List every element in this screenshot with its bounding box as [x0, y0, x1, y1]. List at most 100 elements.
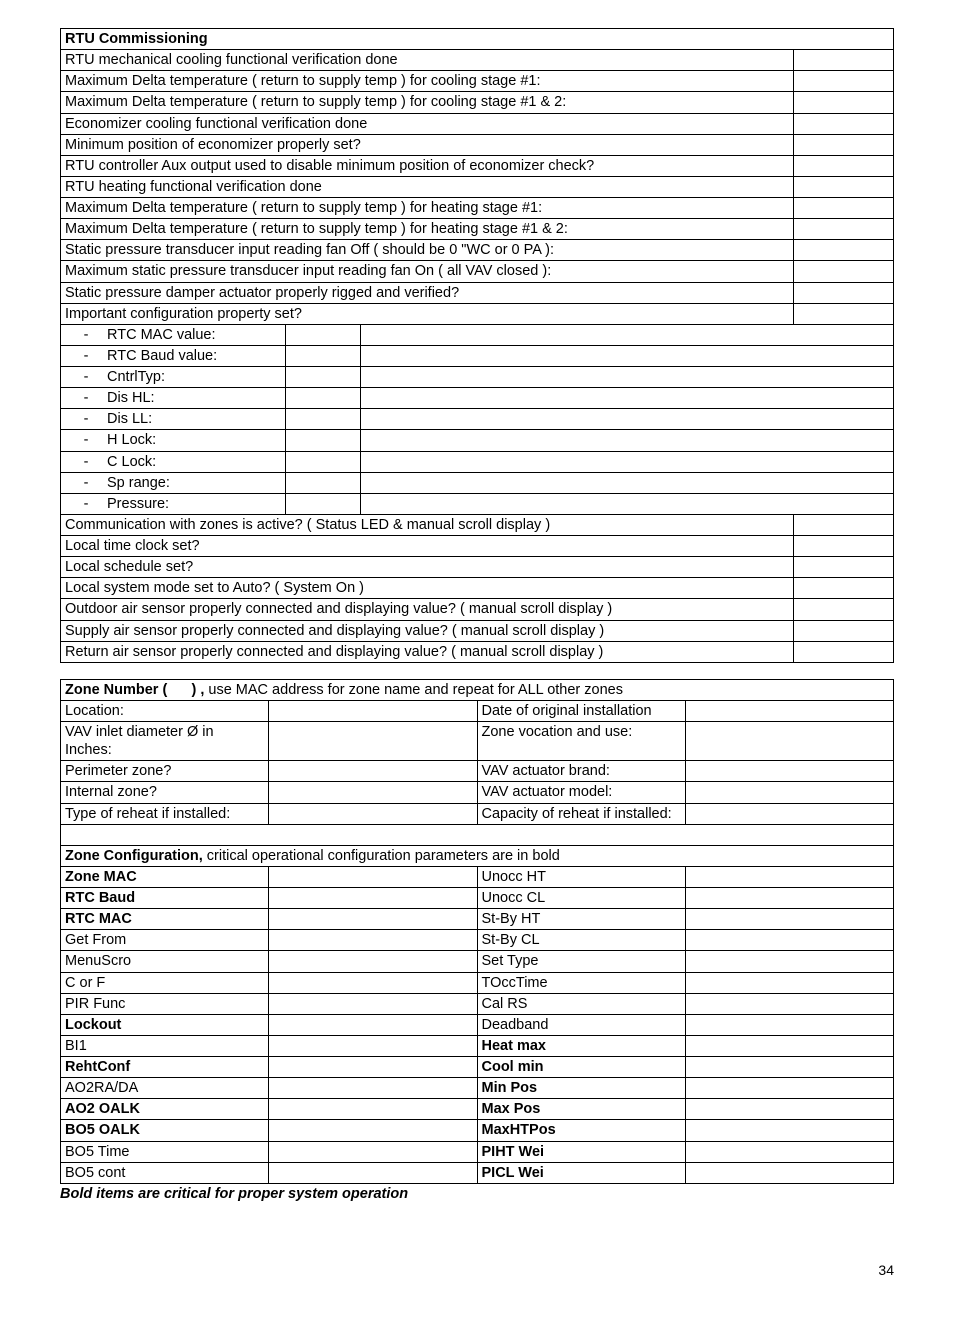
rtu-config-label: Pressure:: [61, 493, 286, 514]
zone-info-right-blank: [685, 761, 893, 782]
zone-cfg-right-label: Max Pos: [477, 1099, 685, 1120]
zone-cfg-left-label: BI1: [61, 1035, 269, 1056]
zone-cfg-right-label: Unocc CL: [477, 888, 685, 909]
rtu-row-label: Local system mode set to Auto? ( System …: [61, 578, 794, 599]
zone-cfg-left-label: AO2RA/DA: [61, 1078, 269, 1099]
rtu-config-blank2: [360, 345, 893, 366]
rtu-row-blank: [794, 198, 894, 219]
zone-cfg-left-blank: [269, 930, 477, 951]
zone-info-left-label: Location:: [61, 700, 269, 721]
zone-info-right-label: Zone vocation and use:: [477, 722, 685, 761]
zone-cfg-left-blank: [269, 1078, 477, 1099]
rtu-config-label: Dis HL:: [61, 388, 286, 409]
zone-cfg-left-label: MenuScro: [61, 951, 269, 972]
page-number: 34: [60, 1262, 894, 1278]
zone-cfg-right-blank: [685, 909, 893, 930]
zone-info-left-label: VAV inlet diameter Ø in Inches:: [61, 722, 269, 761]
zone-cfg-right-blank: [685, 1014, 893, 1035]
rtu-config-blank1: [285, 367, 360, 388]
zone-info-right-label: VAV actuator model:: [477, 782, 685, 803]
rtu-row-blank: [794, 176, 894, 197]
rtu-row-label: Maximum Delta temperature ( return to su…: [61, 71, 794, 92]
zone-cfg-right-label: TOccTime: [477, 972, 685, 993]
zone-info-left-label: Perimeter zone?: [61, 761, 269, 782]
rtu-config-blank1: [285, 388, 360, 409]
zone-info-left-label: Type of reheat if installed:: [61, 803, 269, 824]
rtu-row-blank: [794, 134, 894, 155]
rtu-row-blank: [794, 92, 894, 113]
zone-cfg-left-label: RehtConf: [61, 1057, 269, 1078]
rtu-row-blank: [794, 536, 894, 557]
zone-cfg-left-blank: [269, 1099, 477, 1120]
rtu-row-label: Important configuration property set?: [61, 303, 794, 324]
rtu-row-label: Maximum Delta temperature ( return to su…: [61, 92, 794, 113]
zone-info-right-blank: [685, 782, 893, 803]
zone-cfg-right-blank: [685, 1057, 893, 1078]
rtu-row-blank: [794, 219, 894, 240]
rtu-config-blank2: [360, 388, 893, 409]
zone-cfg-left-blank: [269, 1014, 477, 1035]
rtu-row-label: Communication with zones is active? ( St…: [61, 514, 794, 535]
zone-table: Zone Number ( ) , use MAC address for zo…: [60, 679, 894, 1184]
zone-cfg-right-blank: [685, 1141, 893, 1162]
zone-cfg-right-blank: [685, 930, 893, 951]
rtu-config-blank2: [360, 430, 893, 451]
zone-header: Zone Number ( ) , use MAC address for zo…: [61, 679, 894, 700]
rtu-table: RTU CommissioningRTU mechanical cooling …: [60, 28, 894, 663]
zone-cfg-left-label: BO5 OALK: [61, 1120, 269, 1141]
rtu-row-label: RTU mechanical cooling functional verifi…: [61, 50, 794, 71]
zone-cfg-right-label: Cool min: [477, 1057, 685, 1078]
rtu-row-label: Minimum position of economizer properly …: [61, 134, 794, 155]
zone-cfg-right-blank: [685, 866, 893, 887]
zone-cfg-right-label: Unocc HT: [477, 866, 685, 887]
rtu-config-label: RTC Baud value:: [61, 345, 286, 366]
rtu-row-label: Supply air sensor properly connected and…: [61, 620, 794, 641]
zone-cfg-left-label: Zone MAC: [61, 866, 269, 887]
rtu-config-blank2: [360, 367, 893, 388]
zone-cfg-right-label: Cal RS: [477, 993, 685, 1014]
zone-cfg-left-blank: [269, 888, 477, 909]
rtu-config-blank1: [285, 409, 360, 430]
rtu-row-label: Maximum Delta temperature ( return to su…: [61, 198, 794, 219]
rtu-row-blank: [794, 303, 894, 324]
zone-cfg-right-blank: [685, 1035, 893, 1056]
zone-cfg-right-label: Deadband: [477, 1014, 685, 1035]
rtu-config-blank1: [285, 324, 360, 345]
rtu-config-blank1: [285, 493, 360, 514]
zone-cfg-left-blank: [269, 909, 477, 930]
rtu-row-blank: [794, 557, 894, 578]
rtu-row-blank: [794, 71, 894, 92]
zone-spacer-row: [61, 824, 894, 845]
rtu-row-blank: [794, 50, 894, 71]
zone-info-right-label: Capacity of reheat if installed:: [477, 803, 685, 824]
rtu-config-blank1: [285, 472, 360, 493]
zone-cfg-right-label: PIHT Wei: [477, 1141, 685, 1162]
rtu-config-blank2: [360, 472, 893, 493]
zone-cfg-left-label: Get From: [61, 930, 269, 951]
rtu-row-label: Return air sensor properly connected and…: [61, 641, 794, 662]
rtu-row-blank: [794, 261, 894, 282]
rtu-config-blank2: [360, 493, 893, 514]
zone-info-left-blank: [269, 761, 477, 782]
zone-cfg-right-blank: [685, 1120, 893, 1141]
zone-cfg-left-blank: [269, 993, 477, 1014]
rtu-config-label: CntrlTyp:: [61, 367, 286, 388]
zone-cfg-right-blank: [685, 1099, 893, 1120]
zone-info-right-blank: [685, 803, 893, 824]
zone-info-left-blank: [269, 803, 477, 824]
zone-info-left-blank: [269, 700, 477, 721]
zone-cfg-right-label: Heat max: [477, 1035, 685, 1056]
rtu-config-label: H Lock:: [61, 430, 286, 451]
rtu-row-label: Maximum Delta temperature ( return to su…: [61, 219, 794, 240]
rtu-header: RTU Commissioning: [61, 29, 894, 50]
rtu-config-blank1: [285, 430, 360, 451]
zone-cfg-right-label: Min Pos: [477, 1078, 685, 1099]
rtu-config-label: Dis LL:: [61, 409, 286, 430]
footer-note: Bold items are critical for proper syste…: [60, 1186, 894, 1202]
zone-cfg-right-label: PICL Wei: [477, 1162, 685, 1183]
rtu-row-label: Economizer cooling functional verificati…: [61, 113, 794, 134]
zone-info-left-blank: [269, 782, 477, 803]
zone-cfg-right-blank: [685, 993, 893, 1014]
rtu-config-blank2: [360, 324, 893, 345]
zone-info-right-blank: [685, 722, 893, 761]
